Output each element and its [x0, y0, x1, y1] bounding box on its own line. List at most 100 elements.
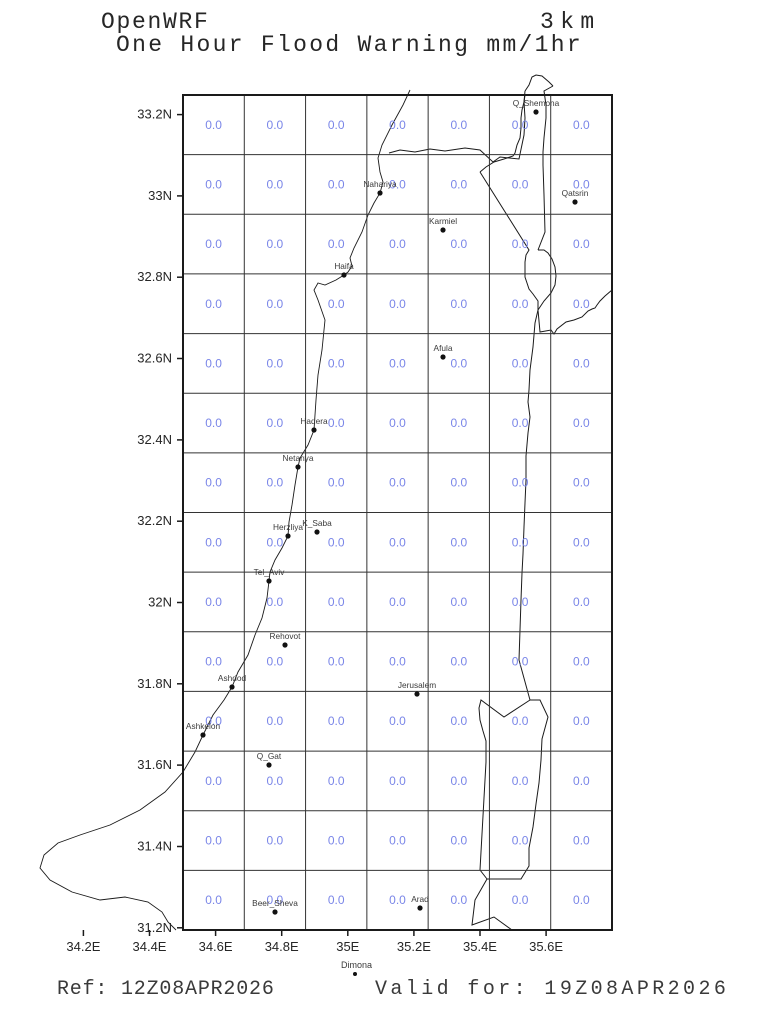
svg-text:31.8N: 31.8N — [137, 676, 172, 691]
svg-text:0.0: 0.0 — [389, 595, 406, 609]
svg-text:Beer_Sheva: Beer_Sheva — [252, 898, 298, 908]
svg-text:0.0: 0.0 — [328, 237, 345, 251]
svg-text:0.0: 0.0 — [267, 655, 284, 669]
svg-text:0.0: 0.0 — [267, 476, 284, 490]
svg-text:0.0: 0.0 — [389, 297, 406, 311]
svg-text:0.0: 0.0 — [389, 655, 406, 669]
svg-text:Ashkelon: Ashkelon — [186, 721, 221, 731]
svg-text:34.4E: 34.4E — [133, 939, 167, 954]
svg-text:0.0: 0.0 — [205, 655, 222, 669]
svg-text:0.0: 0.0 — [512, 655, 529, 669]
svg-text:33.2N: 33.2N — [137, 107, 172, 122]
svg-text:0.0: 0.0 — [389, 416, 406, 430]
svg-text:0.0: 0.0 — [205, 893, 222, 907]
svg-text:0.0: 0.0 — [267, 237, 284, 251]
svg-text:0.0: 0.0 — [573, 118, 590, 132]
svg-text:0.0: 0.0 — [512, 416, 529, 430]
svg-text:0.0: 0.0 — [573, 595, 590, 609]
svg-text:0.0: 0.0 — [267, 416, 284, 430]
svg-text:Jerusalem: Jerusalem — [398, 680, 436, 690]
svg-text:Nahariya: Nahariya — [363, 179, 397, 189]
svg-text:32.4N: 32.4N — [137, 432, 172, 447]
svg-text:0.0: 0.0 — [389, 774, 406, 788]
svg-text:Q_Gat: Q_Gat — [257, 751, 282, 761]
svg-text:0.0: 0.0 — [389, 714, 406, 728]
svg-text:0.0: 0.0 — [389, 535, 406, 549]
svg-text:0.0: 0.0 — [450, 178, 467, 192]
svg-text:0.0: 0.0 — [512, 595, 529, 609]
svg-text:0.0: 0.0 — [328, 416, 345, 430]
svg-text:0.0: 0.0 — [512, 834, 529, 848]
svg-text:32.8N: 32.8N — [137, 269, 172, 284]
svg-text:0.0: 0.0 — [328, 535, 345, 549]
svg-text:0.0: 0.0 — [450, 595, 467, 609]
svg-text:0.0: 0.0 — [328, 834, 345, 848]
svg-text:0.0: 0.0 — [328, 893, 345, 907]
svg-text:0.0: 0.0 — [389, 893, 406, 907]
svg-text:0.0: 0.0 — [267, 118, 284, 132]
svg-text:0.0: 0.0 — [512, 118, 529, 132]
svg-text:0.0: 0.0 — [450, 416, 467, 430]
svg-text:Afula: Afula — [434, 343, 453, 353]
svg-text:0.0: 0.0 — [450, 297, 467, 311]
svg-text:0.0: 0.0 — [328, 297, 345, 311]
svg-text:0.0: 0.0 — [573, 237, 590, 251]
svg-text:0.0: 0.0 — [205, 595, 222, 609]
svg-text:35E: 35E — [336, 939, 359, 954]
svg-text:0.0: 0.0 — [389, 834, 406, 848]
svg-text:0.0: 0.0 — [267, 297, 284, 311]
svg-text:34.6E: 34.6E — [199, 939, 233, 954]
svg-text:0.0: 0.0 — [328, 118, 345, 132]
svg-text:0.0: 0.0 — [573, 356, 590, 370]
svg-text:0.0: 0.0 — [512, 893, 529, 907]
svg-text:32.2N: 32.2N — [137, 513, 172, 528]
svg-text:0.0: 0.0 — [389, 237, 406, 251]
svg-text:35.4E: 35.4E — [463, 939, 497, 954]
svg-text:0.0: 0.0 — [205, 476, 222, 490]
svg-text:Haifa: Haifa — [334, 261, 354, 271]
svg-text:0.0: 0.0 — [512, 356, 529, 370]
svg-text:0.0: 0.0 — [450, 893, 467, 907]
svg-text:0.0: 0.0 — [573, 893, 590, 907]
svg-text:0.0: 0.0 — [267, 595, 284, 609]
svg-text:Hadera: Hadera — [300, 416, 328, 426]
svg-text:34.8E: 34.8E — [265, 939, 299, 954]
svg-text:0.0: 0.0 — [573, 655, 590, 669]
svg-text:0.0: 0.0 — [267, 714, 284, 728]
svg-text:0.0: 0.0 — [328, 476, 345, 490]
svg-text:0.0: 0.0 — [450, 118, 467, 132]
svg-text:31.2N: 31.2N — [137, 920, 172, 935]
svg-text:0.0: 0.0 — [205, 118, 222, 132]
svg-text:33N: 33N — [148, 188, 172, 203]
svg-text:31.6N: 31.6N — [137, 757, 172, 772]
svg-text:0.0: 0.0 — [328, 178, 345, 192]
svg-text:0.0: 0.0 — [450, 655, 467, 669]
svg-text:0.0: 0.0 — [205, 774, 222, 788]
svg-text:34.2E: 34.2E — [66, 939, 100, 954]
svg-text:0.0: 0.0 — [450, 774, 467, 788]
svg-text:0.0: 0.0 — [512, 297, 529, 311]
svg-text:0.0: 0.0 — [328, 714, 345, 728]
svg-text:32.6N: 32.6N — [137, 351, 172, 366]
svg-text:0.0: 0.0 — [328, 356, 345, 370]
svg-text:0.0: 0.0 — [450, 476, 467, 490]
svg-text:Herzliya: Herzliya — [273, 522, 303, 532]
svg-text:Q_Shemona: Q_Shemona — [513, 98, 560, 108]
svg-text:0.0: 0.0 — [512, 535, 529, 549]
svg-text:0.0: 0.0 — [389, 118, 406, 132]
svg-text:0.0: 0.0 — [267, 834, 284, 848]
svg-text:0.0: 0.0 — [205, 237, 222, 251]
svg-text:Arad: Arad — [411, 894, 429, 904]
svg-text:0.0: 0.0 — [512, 714, 529, 728]
svg-text:0.0: 0.0 — [573, 774, 590, 788]
svg-text:0.0: 0.0 — [389, 476, 406, 490]
svg-text:0.0: 0.0 — [573, 476, 590, 490]
svg-text:0.0: 0.0 — [512, 774, 529, 788]
svg-text:0.0: 0.0 — [267, 178, 284, 192]
svg-text:0.0: 0.0 — [267, 535, 284, 549]
svg-text:0.0: 0.0 — [205, 178, 222, 192]
svg-text:0.0: 0.0 — [450, 535, 467, 549]
svg-text:Ashdod: Ashdod — [218, 673, 247, 683]
svg-text:35.6E: 35.6E — [529, 939, 563, 954]
svg-text:Netanya: Netanya — [283, 453, 314, 463]
